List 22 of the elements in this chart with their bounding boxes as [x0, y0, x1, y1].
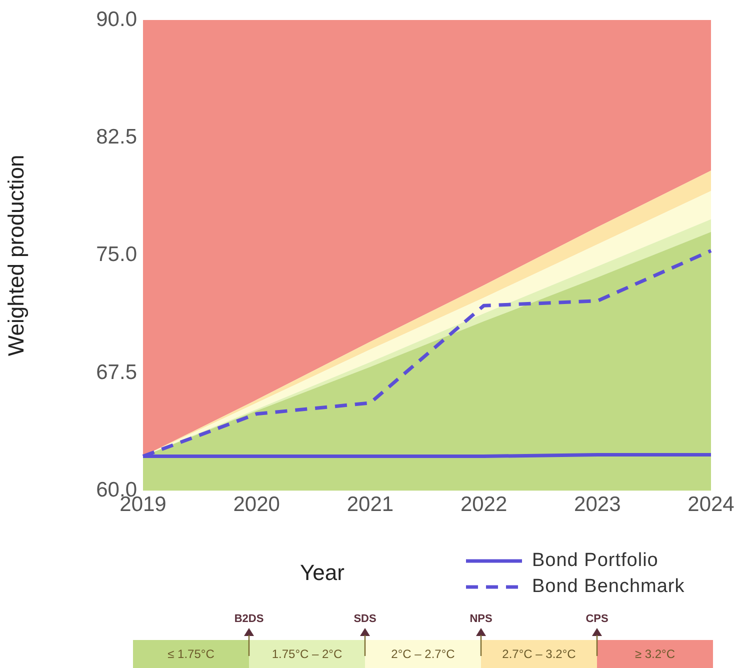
y-tick-label: 90.0	[96, 8, 137, 31]
x-tick-label: 2024	[688, 493, 735, 516]
x-tick-label: 2023	[574, 493, 621, 516]
y-tick-label: 82.5	[96, 125, 137, 148]
text: 1.75°C – 2°C	[249, 640, 365, 668]
text: ≥ 3.2°C	[597, 640, 713, 668]
text: 2°C – 2.7°C	[365, 640, 481, 668]
x-tick-label: 2022	[460, 493, 508, 516]
text: 2.7°C – 3.2°C	[481, 640, 597, 668]
y-tick-label: 75.0	[96, 243, 137, 266]
legend-label: Bond Portfolio	[532, 550, 658, 572]
text: B2DS	[233, 613, 265, 625]
text: ≤ 1.75°C	[133, 640, 249, 668]
y-tick-label: 67.5	[96, 360, 137, 384]
text: CPS	[584, 613, 610, 625]
x-axis-title: Year	[300, 560, 344, 586]
x-tick-label: 2021	[346, 493, 394, 516]
text: NPS	[468, 613, 494, 625]
y-axis-title: Weighted production	[3, 154, 28, 356]
legend-label: Bond Benchmark	[532, 576, 685, 598]
text: SDS	[352, 613, 378, 625]
x-tick-label: 2020	[233, 493, 280, 516]
